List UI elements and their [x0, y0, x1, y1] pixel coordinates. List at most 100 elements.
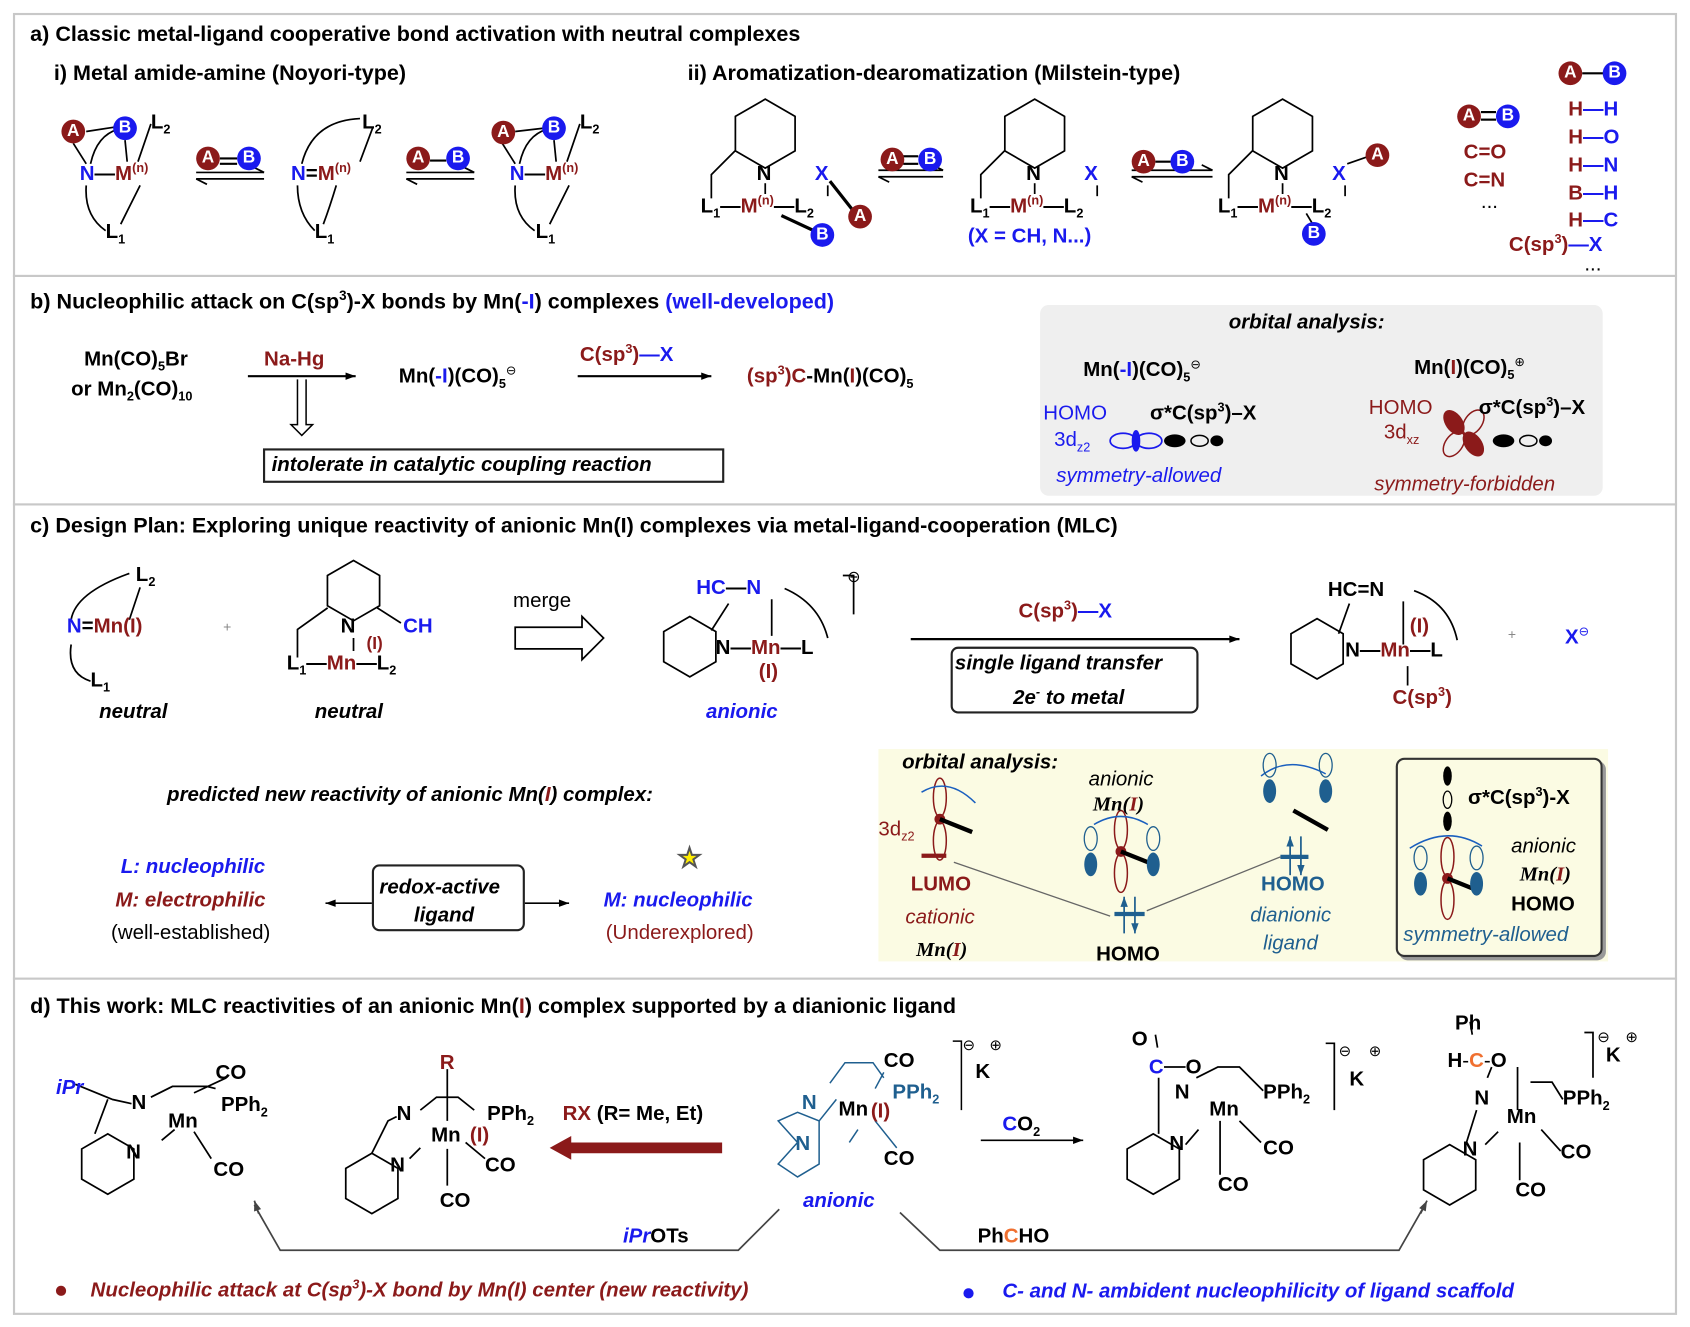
wedge-bond: [828, 180, 855, 213]
ligand-arc: [1093, 815, 1149, 826]
bond: [72, 123, 152, 232]
reagent-b: B: [1170, 149, 1195, 174]
pyridine-ring: [1003, 98, 1066, 170]
substrate-hn: H—N: [1568, 154, 1619, 177]
pph2: PPh2: [892, 1081, 940, 1107]
substrate-hh: H—H: [1568, 98, 1619, 121]
single-ligand-transfer: single ligand transfer: [954, 652, 1163, 675]
potassium: K: [1605, 1044, 1621, 1068]
co-ligand: CO: [213, 1158, 245, 1182]
neutral-label: neutral: [314, 700, 384, 724]
anion-charge: ⊖: [962, 1035, 976, 1054]
homo-label: HOMO: [1096, 943, 1160, 966]
pyridine-n: N: [126, 1141, 141, 1165]
dz2-label: 3dz2: [1054, 428, 1091, 455]
equilibrium-arrow: [405, 178, 418, 186]
bond: [296, 607, 402, 658]
ipr-group: iPr: [56, 1076, 84, 1100]
mn-i-label: Mn(I): [916, 938, 968, 962]
p-orbital-lobe: [1470, 871, 1484, 896]
bracket: [952, 1040, 963, 1111]
single-bond-b: B: [1602, 61, 1627, 86]
lumo-label: LUMO: [910, 873, 972, 896]
merge-arrow: [514, 614, 605, 662]
mn-center: Mn: [1506, 1105, 1537, 1129]
potassium: K: [975, 1060, 991, 1084]
p-orbital-lobe: [1318, 752, 1333, 778]
pph2: PPh2: [1562, 1087, 1610, 1114]
pyridine-n: N: [756, 162, 772, 186]
alkyl-mn-product: (sp3)C-Mn(I)(CO)5: [746, 363, 914, 392]
amine-metal: N—M(n): [509, 161, 579, 186]
sigma-star-label: σ*C(sp3)–X: [1150, 400, 1257, 425]
pincer-mn: L1—Mn—L2: [286, 652, 397, 678]
pyridine-ring: [326, 559, 381, 622]
dxz-lobe-filled: [1443, 409, 1465, 435]
pathway-arrow: [1419, 1200, 1428, 1212]
amide-metal: N—M(n): [79, 161, 149, 186]
reagent-na-hg: Na-Hg: [264, 348, 325, 371]
carboxylate-c: C: [1148, 1056, 1164, 1079]
dz2-lobe: [1440, 879, 1455, 921]
bond: [1346, 155, 1370, 165]
bond: [1227, 150, 1254, 199]
n-mn-l: N—Mn—L: [1345, 639, 1443, 662]
ligand-l2: L2: [150, 111, 171, 137]
bond: [979, 150, 1006, 199]
mn-center: Mn: [168, 1110, 198, 1133]
pyridine-n: N: [795, 1132, 811, 1156]
dz2-lobe: [1113, 852, 1129, 894]
plus-sign: +: [1507, 626, 1517, 643]
wedge-bond: [780, 214, 815, 233]
double-bond-a: A: [1457, 104, 1481, 129]
mn-center: Mn: [431, 1124, 461, 1147]
symmetry-forbidden: symmetry-forbidden: [1374, 473, 1556, 496]
mn-center: Mn: [1209, 1098, 1239, 1121]
substrate-ho: H—O: [1568, 126, 1620, 149]
equilibrium-arrow: [463, 166, 475, 174]
hollow-down-arrow: [289, 379, 315, 437]
pincer-metal: L1—M(n)—L2: [970, 193, 1084, 221]
p-orbital-lobe: [1262, 752, 1277, 778]
m-nucleophilic: M: nucleophilic: [603, 889, 753, 912]
anionic-label: anionic: [705, 700, 778, 724]
oxidation-state: (I): [469, 1124, 490, 1147]
bond: [501, 123, 581, 232]
pyridine-ring: [80, 1132, 135, 1196]
homo-box: [1395, 757, 1603, 958]
pph2: PPh2: [487, 1102, 535, 1129]
reagent-a: A: [1131, 149, 1156, 174]
l-nucleophilic: L: nucleophilic: [120, 855, 266, 879]
co-ligand: CO: [1515, 1179, 1547, 1202]
atom-b-circle: B: [113, 116, 137, 141]
well-established: (well-established): [111, 921, 271, 945]
mn-i-label: Mn(I): [1519, 863, 1571, 886]
pyridine-n: N: [1169, 1132, 1185, 1156]
ligand-l2: L2: [362, 111, 382, 137]
reagent-b: B: [446, 146, 470, 171]
a-b-bond: [86, 126, 115, 133]
sigma-lobe: [1190, 434, 1209, 447]
ligand-l1: L1: [90, 669, 111, 695]
p-orbital-lobe: [1146, 852, 1160, 877]
anionic-label: anionic: [802, 1189, 875, 1213]
reagent-b: B: [918, 147, 942, 172]
mn-i-label: Mn(I): [1092, 793, 1145, 816]
dxz-lobe-open: [1442, 430, 1466, 458]
sigma-lobe: [1443, 766, 1452, 786]
ligand-label: ligand: [1263, 932, 1318, 955]
cation-charge: ⊕: [989, 1035, 1003, 1054]
cationic-label: cationic: [905, 906, 975, 930]
co-ligand: CO: [1217, 1173, 1249, 1197]
panel-a-sub-i: i) Metal amide-amine (Noyori-type): [53, 61, 407, 86]
p-orbital-lobe: [1263, 779, 1277, 803]
atom-a-circle: A: [1365, 143, 1390, 168]
bond: [69, 572, 141, 682]
mn-minus-i-complex: Mn(-I)(CO)5⊖: [398, 363, 517, 392]
reagent-csp3x: C(sp3)—X: [579, 342, 674, 367]
homo-label: HOMO: [1511, 893, 1575, 917]
imine-n: N: [801, 1091, 817, 1115]
anion-charge: ⊖: [1597, 1028, 1610, 1046]
homo-label: HOMO: [1043, 402, 1108, 425]
orbital-panel-b: [1040, 305, 1603, 496]
